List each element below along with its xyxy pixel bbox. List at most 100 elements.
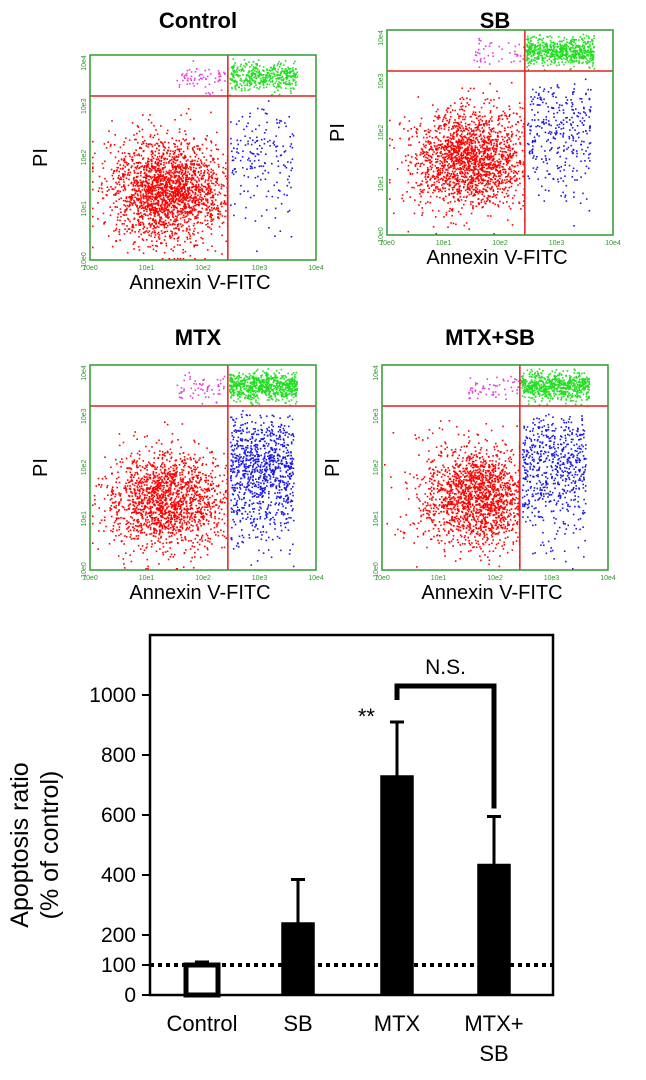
event-dot	[476, 184, 479, 187]
event-dot	[254, 75, 257, 78]
event-dot	[221, 234, 223, 237]
event-dot	[207, 177, 210, 180]
event-dot	[267, 140, 269, 143]
event-dot	[477, 192, 480, 195]
event-dot	[189, 160, 192, 163]
event-dot	[485, 119, 488, 122]
event-dot	[470, 160, 472, 163]
event-dot	[480, 138, 482, 141]
event-dot	[176, 189, 178, 191]
event-dot	[217, 213, 219, 215]
event-dot	[436, 145, 438, 147]
event-dot	[249, 196, 252, 199]
event-dot	[190, 163, 192, 166]
event-dot	[197, 216, 199, 219]
event-dot	[156, 232, 159, 235]
event-dot	[201, 78, 203, 80]
event-dot	[189, 235, 192, 237]
event-dot	[193, 85, 195, 87]
event-dot	[497, 204, 499, 206]
event-dot	[564, 175, 566, 177]
event-dot	[166, 196, 168, 199]
event-dot	[210, 155, 212, 157]
event-dot	[498, 166, 501, 169]
event-dot	[175, 174, 178, 177]
event-dot	[549, 173, 551, 175]
event-dot	[105, 194, 108, 196]
event-dot	[514, 175, 516, 177]
event-dot	[182, 138, 184, 140]
event-dot	[211, 174, 213, 177]
event-dot	[178, 197, 181, 199]
event-dot	[142, 193, 145, 195]
event-dot	[149, 134, 152, 136]
event-dot	[427, 141, 429, 144]
event-dot	[273, 144, 276, 146]
event-dot	[485, 148, 487, 151]
event-dot	[124, 187, 126, 190]
event-dot	[409, 173, 412, 175]
event-dot	[200, 183, 203, 186]
event-dot	[473, 151, 475, 153]
event-dot	[461, 165, 464, 168]
event-dot	[486, 147, 489, 150]
event-dot	[507, 149, 509, 151]
event-dot	[276, 122, 278, 124]
event-dot	[234, 70, 236, 73]
event-dot	[274, 69, 276, 71]
event-dot	[501, 191, 504, 194]
event-dot	[144, 230, 147, 233]
event-dot	[426, 159, 428, 162]
event-dot	[519, 163, 522, 165]
event-dot	[197, 171, 200, 173]
event-dot	[283, 151, 286, 153]
event-dot	[441, 167, 444, 170]
event-dot	[508, 137, 510, 139]
event-dot	[456, 173, 459, 175]
event-dot	[197, 201, 200, 204]
event-dot	[431, 175, 434, 178]
event-dot	[455, 149, 458, 152]
event-dot	[175, 218, 178, 220]
event-dot	[283, 72, 285, 74]
event-dot	[244, 144, 247, 146]
event-dot	[162, 209, 165, 211]
event-dot	[283, 64, 285, 67]
event-dot	[501, 135, 503, 138]
event-dot	[467, 138, 470, 141]
event-dot	[455, 146, 458, 148]
event-dot	[549, 149, 551, 152]
event-dot	[460, 154, 462, 157]
event-dot	[149, 171, 152, 173]
event-dot	[102, 167, 105, 169]
event-dot	[239, 83, 242, 85]
event-dot	[197, 183, 200, 186]
event-dot	[472, 139, 475, 142]
event-dot	[448, 194, 450, 196]
event-dot	[273, 66, 275, 68]
event-dot	[471, 162, 473, 165]
event-dot	[460, 108, 463, 110]
event-dot	[92, 181, 94, 183]
event-dot	[185, 192, 187, 195]
event-dot	[194, 159, 196, 162]
event-dot	[447, 167, 450, 169]
event-dot	[149, 246, 151, 248]
event-dot	[483, 147, 486, 150]
event-dot	[248, 82, 251, 84]
event-dot	[456, 113, 459, 115]
event-dot	[219, 213, 222, 215]
event-dot	[190, 179, 193, 181]
event-dot	[516, 172, 519, 175]
event-dot	[232, 65, 235, 67]
event-dot	[192, 198, 195, 201]
event-dot	[232, 173, 235, 176]
event-dot	[495, 168, 497, 170]
event-dot	[474, 180, 477, 183]
event-dot	[211, 191, 213, 193]
event-dot	[182, 201, 184, 203]
event-dot	[546, 170, 549, 172]
event-dot	[437, 167, 439, 169]
event-dot	[429, 155, 432, 157]
